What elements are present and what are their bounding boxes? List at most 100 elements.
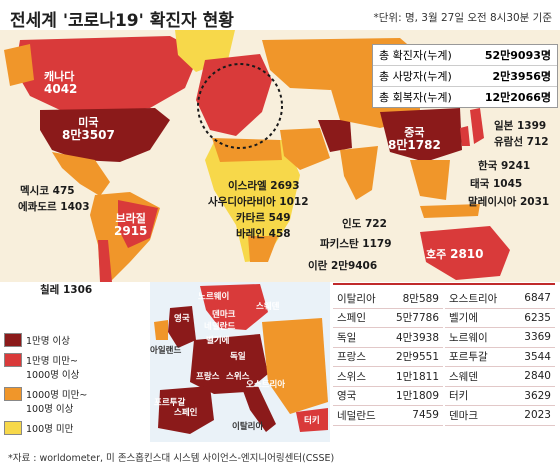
totals-row-confirmed: 총 확진자(누계) 52만9093명 (373, 45, 557, 66)
country-cell: 스위스 (337, 370, 366, 383)
japan-shape (470, 108, 484, 144)
eu-label-netherlands: 네덜란드 (204, 322, 236, 332)
eu-label-norway: 노르웨이 (198, 292, 230, 302)
table-row: 스위스 1만1811 (333, 367, 443, 387)
table-row: 독일 4만3938 (333, 328, 443, 348)
legend-swatch (4, 387, 22, 401)
label-brazil: 브라질 2915 (114, 212, 147, 238)
value-cell: 2840 (524, 370, 551, 383)
table-row: 프랑스 2만9551 (333, 348, 443, 367)
canada-shape (15, 36, 200, 112)
country-name: 미국 (78, 116, 99, 129)
table-row: 포르투갈 3544 (445, 348, 555, 367)
country-cell: 스페인 (337, 312, 366, 325)
country-cell: 포르투갈 (449, 351, 488, 364)
legend-item: 100명 미만 (4, 421, 104, 435)
legend-label: 100명 미만 (26, 424, 74, 435)
iran-shape (318, 120, 352, 152)
value-cell: 3544 (524, 350, 551, 363)
label-malaysia: 말레이시아 2031 (468, 196, 550, 208)
country-value: 8만3507 (62, 128, 115, 142)
eu-label-denmark: 덴마크 (212, 310, 236, 320)
italy-shape (242, 386, 276, 432)
eu-label-germany: 독일 (230, 352, 246, 362)
europe-inset-map (150, 282, 330, 442)
country-name: 브라질 (115, 212, 146, 225)
totals-label: 총 확진자(누계) (379, 49, 452, 62)
source-note: *자료 : worldometer, 미 존스홉킨스대 시스템 사이언스-엔지니… (8, 453, 335, 464)
country-cell: 터키 (449, 390, 469, 403)
europe-shape (196, 54, 272, 136)
eu-label-switzerland: 스위스 (226, 372, 250, 382)
country-cell: 이탈리아 (337, 292, 376, 305)
brazil-shape (118, 200, 158, 248)
label-japan: 일본 1399 (494, 120, 547, 132)
iberia-shape (158, 386, 214, 434)
legend-swatch (4, 353, 22, 367)
value-cell: 1만1809 (395, 390, 439, 403)
value-cell: 4만3938 (395, 331, 439, 344)
value-cell: 2만9551 (395, 351, 439, 364)
label-mexico: 멕시코 475 (20, 185, 75, 197)
label-canada: 캐나다 4042 (44, 70, 77, 96)
country-name: 캐나다 (44, 70, 75, 83)
country-cell: 오스트리아 (449, 292, 498, 305)
value-cell: 2023 (524, 409, 551, 422)
eu-label-sweden: 스웨덴 (256, 302, 280, 312)
value-cell: 3629 (524, 389, 551, 402)
totals-value: 52만9093명 (484, 49, 551, 62)
table-row: 이탈리아 8만589 (333, 289, 443, 309)
table-row: 오스트리아 6847 (445, 289, 555, 309)
alaska-shape (4, 44, 34, 86)
value-cell: 6235 (524, 311, 551, 324)
label-korea: 한국 9241 (478, 160, 531, 172)
totals-label: 총 회복자(누계) (379, 91, 452, 104)
label-ecuador: 에콰도르 1403 (18, 201, 90, 213)
africa-shape (205, 140, 300, 262)
eu-label-belgium: 벨기에 (206, 336, 230, 346)
legend-label: 1만명 미만~ 1000명 이상 (26, 356, 80, 381)
value-cell: 1만1811 (395, 370, 439, 383)
china-shape (380, 108, 462, 162)
country-cell: 노르웨이 (449, 331, 488, 344)
usa-shape (40, 108, 170, 162)
legend-label: 1000명 미만~ 100명 이상 (26, 390, 88, 415)
label-china: 중국 8만1782 (388, 126, 441, 152)
country-cell: 덴마크 (449, 409, 478, 422)
label-bahrain: 바레인 458 (236, 228, 291, 240)
east-europe-shape (262, 318, 328, 414)
india-shape (340, 146, 378, 200)
country-cell: 네덜란드 (337, 409, 376, 422)
country-name: 중국 (404, 126, 425, 139)
legend-item: 1만명 미만~ 1000명 이상 (4, 353, 104, 381)
table-row: 네덜란드 7459 (333, 406, 443, 426)
label-israel: 이스라엘 2693 (228, 180, 300, 192)
table-row: 스웨덴 2840 (445, 367, 555, 387)
legend-label: 1만명 이상 (26, 336, 71, 347)
ireland-shape (154, 320, 168, 340)
totals-row-deaths: 총 사망자(누계) 2만3956명 (373, 66, 557, 87)
table-row: 벨기에 6235 (445, 309, 555, 328)
table-row: 터키 3629 (445, 387, 555, 406)
eu-label-uk: 영국 (174, 314, 190, 324)
country-name: 호주 (426, 248, 447, 261)
west-europe-shape (190, 334, 268, 394)
value-cell: 5만7786 (395, 312, 439, 325)
eu-label-austria: 오스트리아 (246, 380, 286, 390)
table-column-left: 이탈리아 8만589 스페인 5만7786 독일 4만3938 프랑스 2만9551 스… (333, 289, 443, 426)
country-cell: 독일 (337, 331, 357, 344)
totals-row-recovered: 총 회복자(누계) 12만2066명 (373, 87, 557, 107)
table-row: 영국 1만1809 (333, 387, 443, 406)
chile-shape (98, 240, 112, 282)
unit-note: *단위: 명, 3월 27일 오전 8시30분 기준 (373, 12, 553, 24)
mexico-shape (52, 152, 110, 196)
value-cell: 3369 (524, 331, 551, 344)
map-legend: 1만명 이상 1만명 미만~ 1000명 이상 1000명 미만~ 100명 이… (4, 333, 104, 441)
north-africa-shape (212, 138, 282, 162)
value-cell: 8만589 (402, 292, 439, 305)
totals-value: 2만3956명 (492, 70, 551, 83)
label-saudi: 사우디아라비아 1012 (208, 196, 309, 208)
legend-swatch (4, 421, 22, 435)
value-cell: 7459 (412, 409, 439, 422)
